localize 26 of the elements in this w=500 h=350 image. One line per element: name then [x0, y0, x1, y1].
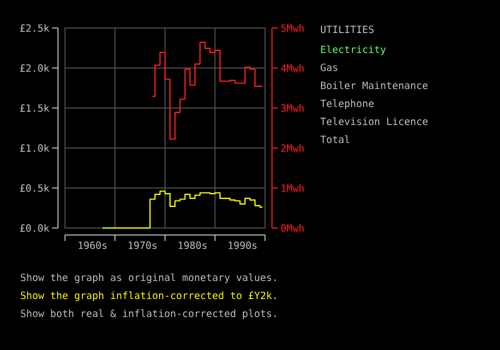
x-tick-label: 1960s — [78, 242, 107, 250]
y2-tick-label: 3Mwh — [281, 104, 304, 112]
text: Boiler Maintenance — [321, 81, 428, 90]
text: Television Licence — [320, 117, 428, 126]
y2-tick-label: 2Mwh — [281, 144, 304, 152]
text: Show both real & inflation-corrected plots. — [20, 309, 276, 320]
y2-tick-label: 1Mwh — [282, 184, 304, 192]
y-tick-label: £2.5k — [20, 24, 50, 32]
y-tick-label: £0.5k — [20, 184, 50, 192]
text: Show the graph inflation-corrected to £Y2k. — [20, 291, 276, 302]
y-tick-label: £0.0k — [20, 224, 50, 232]
y2-tick-label: 4Mwh — [281, 64, 304, 72]
text: Show the graph as original monetary values. — [20, 273, 276, 284]
text: UTILITIES — [320, 26, 374, 34]
y-tick-label: £2.0k — [20, 64, 50, 72]
text: Gas — [320, 64, 338, 72]
y-tick-label: £1.0k — [20, 144, 50, 152]
y2-tick-label: 5Mwh — [281, 24, 304, 32]
x-tick-label: 1980s — [178, 242, 207, 250]
y2-tick-label: 0Mwh — [281, 224, 304, 232]
x-tick-label: 1970s — [128, 242, 157, 250]
x-tick-label: 1990s — [228, 242, 257, 250]
y-tick-label: £1.5k — [20, 104, 50, 112]
text: Telephone — [320, 99, 374, 110]
text: Total — [320, 135, 350, 144]
text: Electricity — [321, 45, 386, 56]
